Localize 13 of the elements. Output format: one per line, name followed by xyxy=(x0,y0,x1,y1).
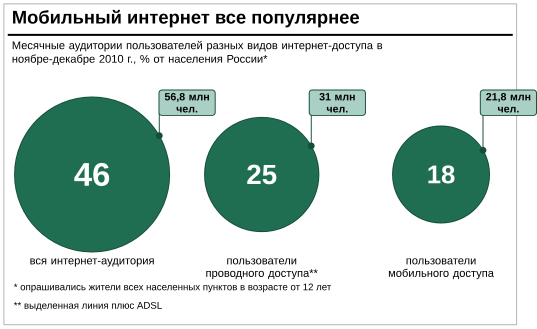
category-label: пользователи проводного доступа** xyxy=(206,258,318,280)
data-label: 46 xyxy=(74,163,110,186)
category-label: вся интернет-аудитория xyxy=(30,258,154,267)
data-label: 25 xyxy=(247,164,276,184)
data-label: 18 xyxy=(428,166,454,184)
text: ** выделенная линия плюс ADSL xyxy=(14,302,162,311)
text: 56,8 млн чел. xyxy=(164,93,209,113)
text: Мобильный интернет все популярнее xyxy=(13,10,359,28)
text: 21,8 млн чел. xyxy=(486,93,530,113)
category-label: пользователи мобильного доступа xyxy=(388,258,494,280)
text: 31 млн чел. xyxy=(319,93,355,113)
text: Месячные аудитории пользователей разных видов интернет-доступа в ноябре-декабре 2010 г., % от населения России* xyxy=(12,41,382,66)
text: * опрашивались жители всех населенных пунктов в возрасте от 12 лет xyxy=(14,284,332,292)
